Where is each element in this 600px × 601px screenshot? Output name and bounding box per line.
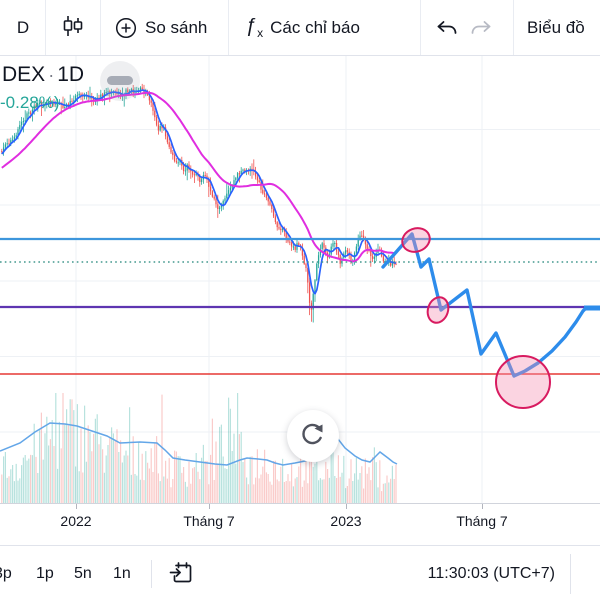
reload-icon xyxy=(298,419,328,454)
axis-tick xyxy=(209,504,210,509)
ma-fast-line xyxy=(1,89,397,295)
axis-label-thang7a: Tháng 7 xyxy=(183,513,235,529)
reload-button[interactable] xyxy=(287,410,339,462)
toolbar-separator xyxy=(100,0,101,55)
volume-bars-down xyxy=(1,393,397,503)
change-percent: -0.28%) xyxy=(0,93,60,113)
interval-text: 1D xyxy=(57,63,85,86)
redo-icon xyxy=(470,15,496,41)
toolbar-separator xyxy=(45,0,46,55)
indicators-label: Các chỉ báo xyxy=(270,17,360,37)
layout-button[interactable]: Biểu đồ xyxy=(527,0,585,55)
range-button-3p[interactable]: 3p xyxy=(0,564,12,582)
toolbar-separator xyxy=(420,0,421,55)
symbol-text: DEX xyxy=(2,63,46,86)
candlestick-icon xyxy=(59,14,85,42)
candle-bodies-down xyxy=(1,87,397,310)
highlight-ellipse xyxy=(401,227,431,253)
highlight-ellipse xyxy=(426,296,450,324)
compare-label: So sánh xyxy=(145,17,208,37)
calendar-arrow-icon xyxy=(168,562,195,591)
top-toolbar: D So sánh ƒx Các chỉ báo xyxy=(0,0,600,56)
axis-tick xyxy=(346,504,347,509)
candle-bodies-up xyxy=(2,87,394,310)
range-button-1n[interactable]: 1n xyxy=(113,564,131,582)
toolbar-separator xyxy=(513,0,514,55)
undo-button[interactable] xyxy=(432,0,458,55)
toolbar-separator xyxy=(228,0,229,55)
layout-label: Biểu đồ xyxy=(527,17,585,37)
price-volume-chart[interactable] xyxy=(0,56,600,503)
axis-label-thang7b: Tháng 7 xyxy=(456,513,508,529)
range-button-5n[interactable]: 5n xyxy=(74,564,92,582)
toolbar-separator xyxy=(151,560,152,588)
redo-button[interactable] xyxy=(470,0,496,55)
pill-icon xyxy=(107,76,133,85)
toolbar-collapse-handle[interactable] xyxy=(100,61,140,101)
chart-pane[interactable] xyxy=(0,56,600,503)
axis-tick xyxy=(482,504,483,509)
plus-circle-icon xyxy=(114,16,138,40)
interval-button[interactable]: D xyxy=(8,0,38,55)
undo-icon xyxy=(432,15,458,41)
bottom-toolbar: 3p 1p 5n 1n 11:30:03 (UTC+7) xyxy=(0,545,600,601)
symbol-legend[interactable]: DEX · 1D -0.28%) xyxy=(0,62,85,114)
candle-wicks-down xyxy=(1,83,397,322)
candle-wicks-up xyxy=(3,86,393,323)
compare-button[interactable]: So sánh xyxy=(114,0,207,55)
toolbar-separator xyxy=(570,554,571,594)
axis-tick xyxy=(76,504,77,509)
indicators-button[interactable]: ƒx Các chỉ báo xyxy=(246,0,360,55)
symbol-title: DEX · 1D xyxy=(2,63,85,86)
interval-label: D xyxy=(16,17,30,37)
ma-slow-line xyxy=(1,91,397,263)
chart-type-button[interactable] xyxy=(59,0,85,55)
time-axis[interactable]: 2022 Tháng 7 2023 Tháng 7 xyxy=(0,503,600,546)
fx-icon: ƒx xyxy=(246,15,264,40)
volume-bars-up xyxy=(2,393,393,503)
highlight-ellipse xyxy=(495,355,551,409)
range-button-1p[interactable]: 1p xyxy=(36,564,54,582)
axis-label-2023: 2023 xyxy=(330,513,362,529)
clock-display[interactable]: 11:30:03 (UTC+7) xyxy=(427,564,555,582)
goto-date-button[interactable] xyxy=(168,560,195,592)
volume-ma-line xyxy=(0,422,398,466)
projection-zigzag xyxy=(381,232,588,378)
axis-label-2022: 2022 xyxy=(60,513,92,529)
